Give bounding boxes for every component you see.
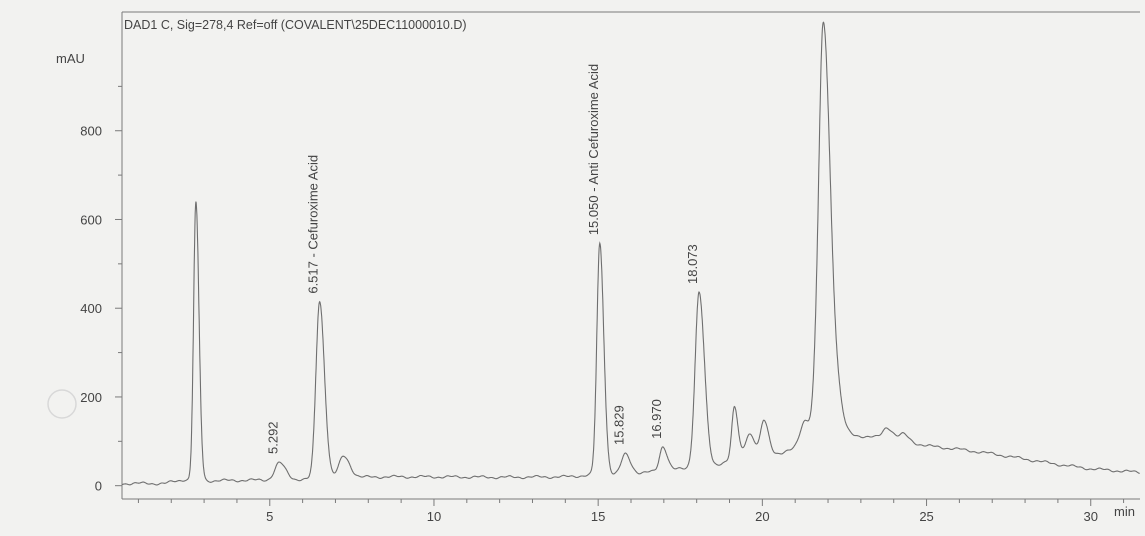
y-tick-label: 0 bbox=[95, 479, 102, 494]
x-tick-label: 15 bbox=[591, 509, 605, 524]
y-tick-label: 600 bbox=[80, 212, 102, 227]
peak-label: 18.073 bbox=[685, 244, 700, 284]
peak-label: 16.970 bbox=[649, 399, 664, 439]
x-tick-label: 30 bbox=[1084, 509, 1098, 524]
peak-label: 6.517 - Cefuroxime Acid bbox=[306, 155, 321, 294]
x-tick-label: 25 bbox=[919, 509, 933, 524]
x-axis-unit-label: min bbox=[1114, 504, 1135, 519]
peak-label: 15.829 bbox=[611, 405, 626, 445]
chromatogram-trace bbox=[122, 22, 1140, 485]
x-tick-label: 5 bbox=[266, 509, 273, 524]
y-tick-label: 400 bbox=[80, 301, 102, 316]
x-tick-label: 10 bbox=[427, 509, 441, 524]
scan-mark-circle bbox=[48, 390, 76, 418]
x-tick-label: 20 bbox=[755, 509, 769, 524]
peak-label: 15.050 - Anti Cefuroxime Acid bbox=[586, 64, 601, 235]
y-tick-label: 200 bbox=[80, 390, 102, 405]
y-tick-label: 800 bbox=[80, 124, 102, 139]
y-axis-unit-label: mAU bbox=[56, 51, 85, 66]
peak-label: 5.292 bbox=[265, 421, 280, 454]
chart-title: DAD1 C, Sig=278,4 Ref=off (COVALENT\25DE… bbox=[124, 18, 467, 32]
